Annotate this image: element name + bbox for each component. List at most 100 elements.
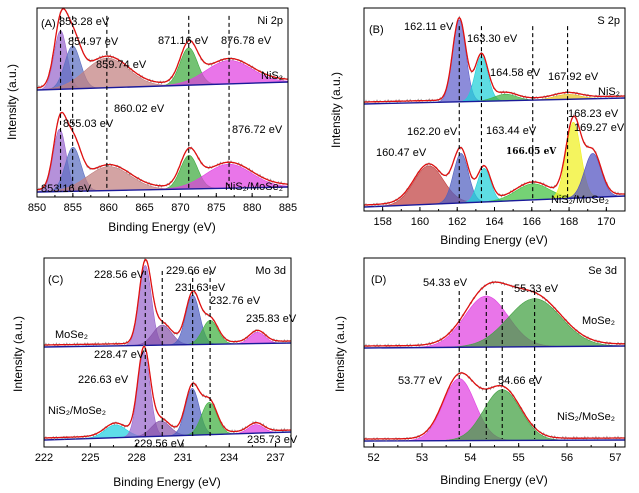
panel-b-series-label-nis2: NiS₂: [598, 86, 620, 98]
background-line: [363, 439, 626, 442]
series-nis2-mose2: [43, 344, 292, 441]
fit-envelope-line: [36, 8, 288, 89]
x-tick-label: 168: [560, 216, 578, 228]
series-mose2: [363, 280, 626, 349]
x-tick-label: 880: [243, 202, 261, 214]
panel-c-annotation: 235.83 eV: [246, 313, 297, 325]
panel-d-series-label-mose2: MoSe₂: [582, 315, 615, 327]
x-tick-label: 57: [609, 452, 621, 464]
panel-a-annotation: 860.02 eV: [114, 103, 165, 115]
x-tick-label: 225: [81, 452, 99, 464]
panel-b-annotation: 163.44 eV: [486, 125, 537, 137]
panel-b-label: (B): [369, 24, 384, 36]
panel-b-x-axis-label: Binding Energy (eV): [440, 233, 547, 247]
panel-b-series-label-composite: NiS₂/MoSe₂: [551, 194, 609, 206]
x-tick-label: 160: [411, 216, 429, 228]
series-mose2: [43, 258, 292, 348]
panel-b-corner-label: S 2p: [597, 15, 620, 27]
x-tick-label: 850: [28, 202, 46, 214]
background-line: [36, 81, 289, 91]
panel-d-se3d: 52 53 54 55 56 57 (D) Se 3d MoSe₂ NiS₂/MoSe₂ …: [333, 257, 626, 487]
panel-c-frame: [43, 257, 292, 448]
panel-a-annotation: 853.28 eV: [59, 16, 110, 28]
panel-c-annotation: 228.56 eV: [94, 269, 145, 281]
x-tick-label: 228: [127, 452, 145, 464]
panel-c-annotation: 231.63 eV: [175, 282, 226, 294]
panel-a-ni2p: 850 855 860 865 870 875 880 885 (A) Ni 2p NiS₂ …: [5, 7, 297, 234]
x-tick-label: 53: [416, 452, 428, 464]
fit-envelope-line: [364, 281, 626, 347]
panel-c-mo3d: 222 225 228 231 234 237 (C) Mo 3d MoSe₂ NiS₂/…: [11, 257, 298, 489]
panel-c-series-label-mose2: MoSe₂: [55, 329, 88, 341]
x-tick-label: 870: [171, 202, 189, 214]
panel-a-annotation: 876.78 eV: [221, 35, 272, 47]
panel-d-annotation: 53.77 eV: [398, 375, 443, 387]
x-tick-label: 885: [279, 202, 297, 214]
panel-d-plot-area: [363, 280, 626, 442]
panel-c-corner-label: Mo 3d: [255, 265, 286, 277]
panel-a-x-axis-label: Binding Energy (eV): [108, 220, 215, 234]
panel-b-annotation: 162.11 eV: [404, 21, 454, 33]
panel-a-x-ticks: 850 855 860 865 870 875 880 885: [28, 193, 297, 214]
fit-envelope-line: [36, 111, 289, 191]
panel-d-annotation: 54.33 eV: [423, 277, 468, 289]
x-tick-label: 865: [135, 202, 153, 214]
panel-b-annotation: 164.58 eV: [490, 67, 541, 79]
background-line: [363, 97, 626, 105]
panel-c-annotation: 229.56 eV: [134, 438, 185, 450]
panel-a-annotation: 876.72 eV: [232, 124, 283, 136]
panel-c-annotation: 226.63 eV: [78, 374, 129, 386]
panel-b-plot-area: [363, 15, 626, 208]
panel-a-corner-label: Ni 2p: [257, 15, 283, 27]
background-line: [363, 195, 626, 208]
panel-b-annotation: 163.30 eV: [467, 33, 518, 45]
panel-b-annotation: 166.05 eV: [506, 147, 557, 157]
x-tick-label: 860: [100, 202, 118, 214]
series-nis2: [363, 15, 626, 105]
panel-a-annotation: 854.97 eV: [68, 36, 119, 48]
x-tick-label: 234: [220, 452, 238, 464]
panel-a-series-label-nis2: NiS₂: [261, 70, 283, 82]
panel-a-annotation: 853.16 eV: [41, 183, 92, 195]
series-nis2: [36, 7, 289, 91]
panel-b-annotation: 169.27 eV: [574, 122, 625, 134]
series-nis2-mose2: [36, 111, 289, 193]
panel-a-label: (A): [41, 18, 56, 30]
x-tick-label: 162: [448, 216, 466, 228]
panel-a-annotation: 859.74 eV: [96, 59, 147, 71]
x-tick-label: 52: [368, 452, 380, 464]
x-tick-label: 158: [373, 216, 391, 228]
panel-a-annotation: 871.16 eV: [158, 35, 209, 47]
x-tick-label: 55: [513, 452, 525, 464]
x-tick-label: 54: [464, 452, 476, 464]
x-tick-label: 855: [64, 202, 82, 214]
panel-a-y-axis-label: Intensity (a.u.): [5, 64, 19, 140]
panel-d-y-axis-label: Intensity (a.u.): [333, 316, 347, 392]
panel-b-s2p: 158 160 162 164 166 168 170 (B) S 2p NiS₂ NiS₂…: [329, 7, 626, 247]
panel-d-annotation: 54.66 eV: [498, 375, 543, 387]
panel-c-y-axis-label: Intensity (a.u.): [11, 316, 25, 392]
panel-a-plot-area: [36, 7, 289, 193]
x-tick-label: 170: [597, 216, 615, 228]
fit-envelope-line: [364, 372, 625, 440]
x-tick-label: 166: [523, 216, 541, 228]
panel-b-annotation: 162.20 eV: [407, 126, 458, 138]
panel-d-series-label-composite: NiS₂/MoSe₂: [557, 411, 615, 423]
background-line: [43, 342, 292, 348]
panel-b-annotation: 167.92 eV: [548, 71, 599, 83]
background-line: [43, 431, 292, 441]
panel-c-x-ticks: 222 225 228 231 234 237: [35, 443, 285, 464]
background-line: [36, 186, 289, 193]
fit-envelope-line: [44, 345, 291, 439]
panel-c-x-axis-label: Binding Energy (eV): [113, 475, 220, 489]
panel-c-annotation: 228.47 eV: [94, 349, 145, 361]
x-tick-label: 231: [174, 452, 192, 464]
fit-envelope-line: [44, 258, 291, 346]
background-line: [363, 345, 626, 349]
panel-d-x-axis-label: Binding Energy (eV): [440, 473, 547, 487]
x-tick-label: 222: [35, 452, 53, 464]
fit-envelope-line: [364, 16, 625, 103]
panel-d-corner-label: Se 3d: [588, 265, 617, 277]
series-nis2-mose2: [363, 371, 626, 442]
